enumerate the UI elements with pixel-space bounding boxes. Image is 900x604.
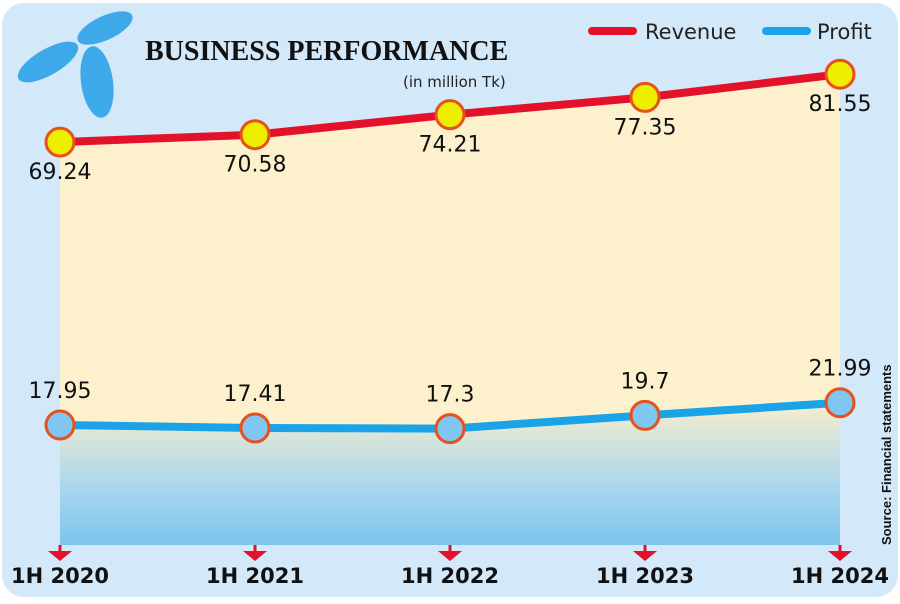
- data-point-revenue: [239, 119, 271, 151]
- data-label-revenue: 70.58: [224, 153, 287, 178]
- legend-profit-label: Profit: [817, 20, 872, 44]
- tick-arrow-icon: [243, 551, 267, 561]
- telenor-logo: [17, 11, 133, 118]
- chart-subtitle: (in million Tk): [403, 73, 506, 91]
- data-point-revenue: [434, 99, 466, 131]
- data-point-profit: [824, 387, 856, 419]
- x-tick-label: 1H 2020: [11, 564, 109, 588]
- legend-revenue-label: Revenue: [645, 20, 736, 44]
- tick-arrow-icon: [48, 551, 72, 561]
- data-point-revenue: [824, 58, 856, 90]
- chart-title: BUSINESS PERFORMANCE: [145, 36, 508, 67]
- legend: Revenue Profit: [588, 20, 872, 44]
- source-note: Source: Financial statements: [879, 364, 894, 545]
- data-label-revenue: 69.24: [29, 160, 92, 185]
- tick-arrow-icon: [828, 551, 852, 561]
- data-label-profit: 17.41: [224, 382, 287, 407]
- data-label-revenue: 74.21: [419, 133, 482, 158]
- data-point-profit: [629, 399, 661, 431]
- data-label-profit: 17.95: [29, 379, 92, 404]
- data-label-profit: 19.7: [621, 369, 670, 394]
- data-label-revenue: 77.35: [614, 115, 677, 140]
- x-tick-label: 1H 2022: [401, 564, 499, 588]
- data-point-profit: [239, 412, 271, 444]
- data-point-profit: [434, 413, 466, 445]
- data-point-revenue: [629, 81, 661, 113]
- data-label-profit: 21.99: [809, 357, 872, 382]
- data-point-profit: [44, 409, 76, 441]
- x-tick-label: 1H 2024: [791, 564, 889, 588]
- tick-arrow-icon: [633, 551, 657, 561]
- data-label-revenue: 81.55: [809, 92, 872, 117]
- tick-arrow-icon: [438, 551, 462, 561]
- data-label-profit: 17.3: [426, 383, 475, 408]
- data-point-revenue: [44, 126, 76, 158]
- x-tick-label: 1H 2023: [596, 564, 694, 588]
- x-tick-label: 1H 2021: [206, 564, 304, 588]
